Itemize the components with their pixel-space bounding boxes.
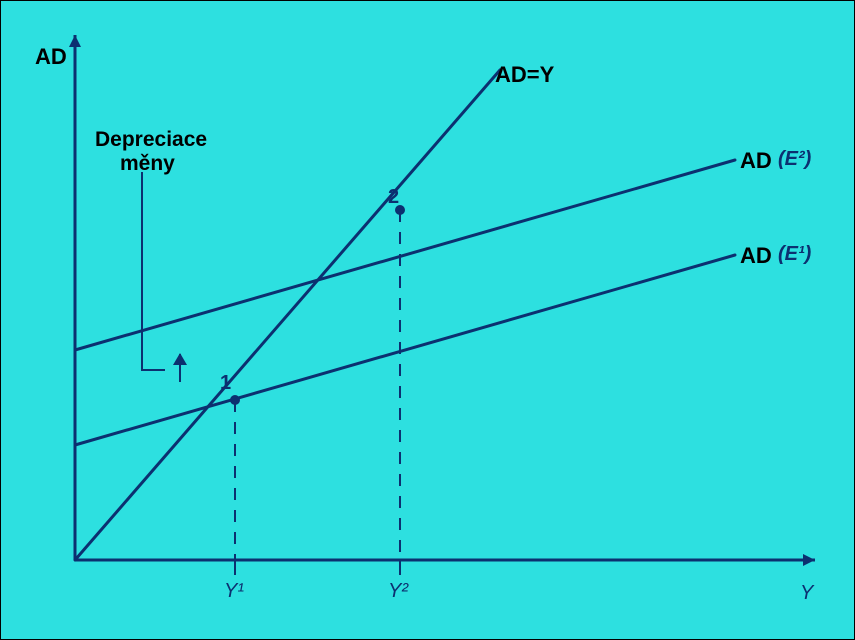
series-ad-equals-y-label: AD=Y	[495, 62, 554, 88]
point-2-label: 2	[388, 186, 399, 209]
series-ad-e1-paren: (E¹)	[778, 243, 811, 266]
chart-canvas: AD Y AD=Y AD (E²) AD (E¹) 1 2 Y¹ Y² Depr…	[0, 0, 855, 640]
point-1-label: 1	[220, 372, 231, 395]
series-ad-e2-paren: (E²)	[778, 148, 811, 171]
series-ad-e1-prefix: AD	[740, 243, 772, 269]
annotation-line1: Depreciace	[95, 128, 207, 152]
annotation-line2: měny	[120, 152, 175, 176]
tick-y1-label: Y¹	[224, 580, 244, 603]
tick-y2-label: Y²	[388, 580, 408, 603]
y-axis-label: AD	[35, 44, 67, 70]
chart-svg	[0, 0, 855, 640]
series-ad-e2-prefix: AD	[740, 148, 772, 174]
x-axis-label: Y	[800, 582, 813, 605]
